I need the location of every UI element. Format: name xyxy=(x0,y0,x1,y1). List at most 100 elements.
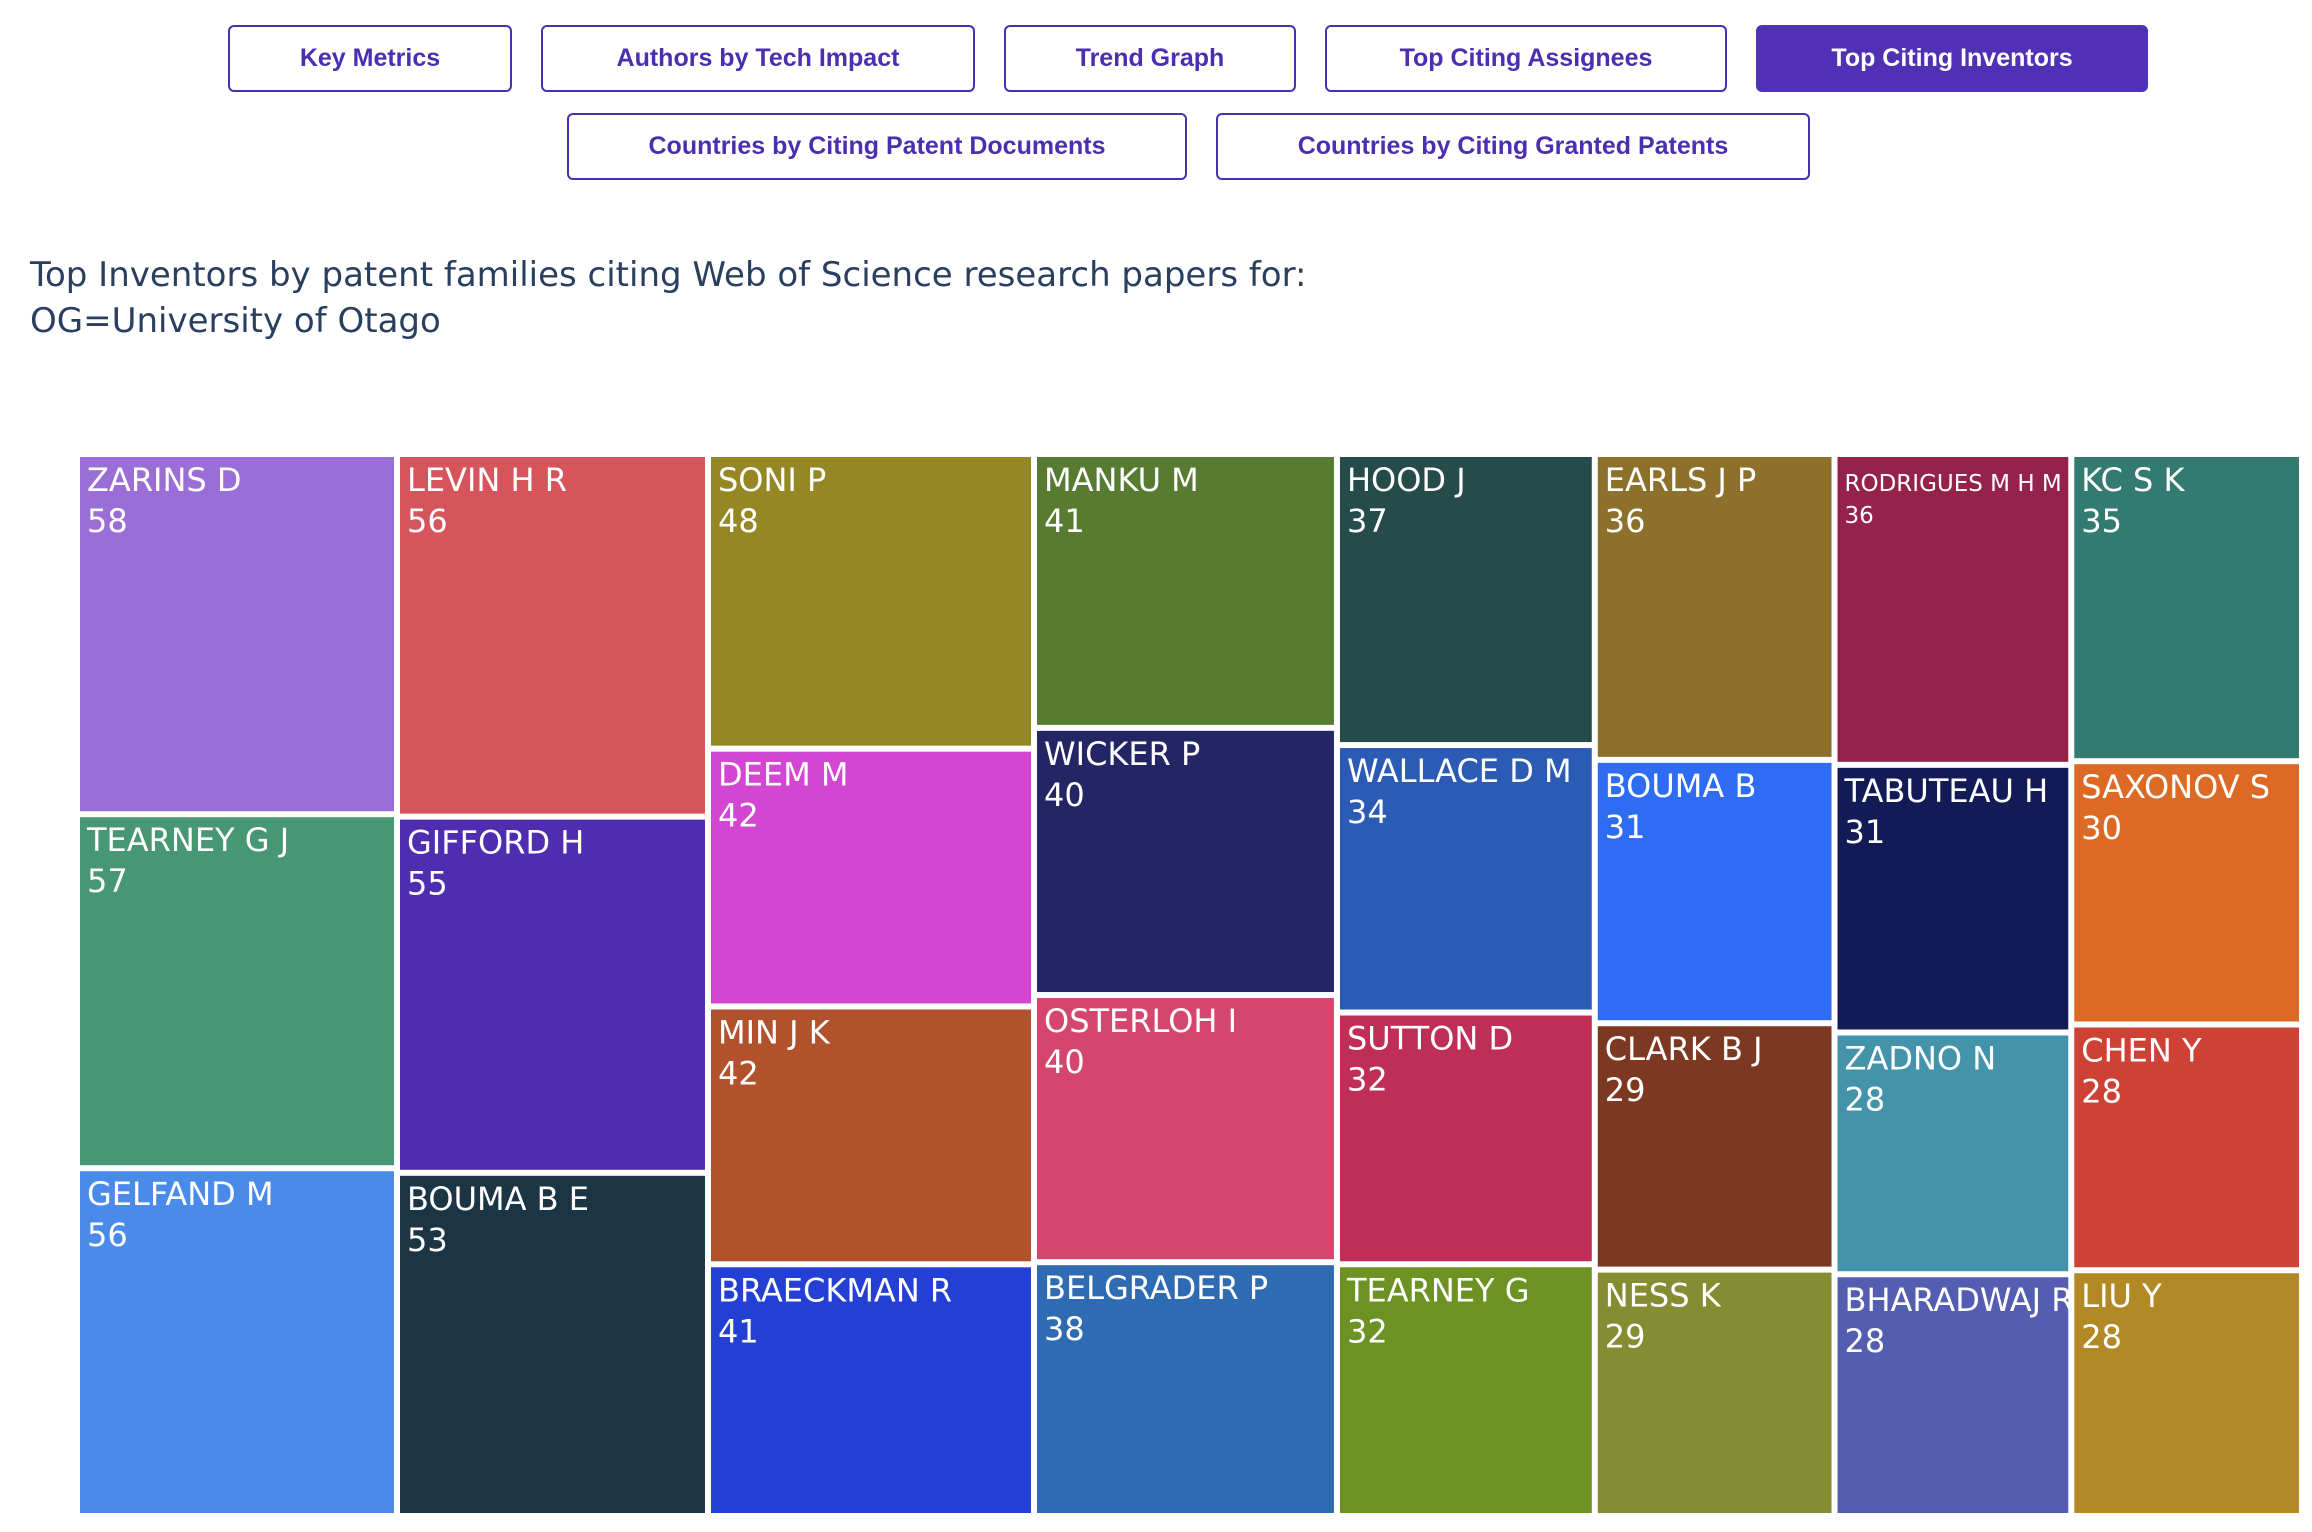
treemap-rect[interactable] xyxy=(400,457,705,814)
treemap-rect[interactable] xyxy=(710,1009,1032,1262)
treemap-cell-tearney-g[interactable]: TEARNEY G32 xyxy=(1339,1267,1592,1513)
treemap-rect[interactable] xyxy=(1037,1265,1334,1513)
treemap-cell-value: 31 xyxy=(1845,813,1886,851)
treemap-cell-wallace-d-m[interactable]: WALLACE D M34 xyxy=(1339,748,1592,1010)
treemap-cell-ness-k[interactable]: NESS K29 xyxy=(1597,1272,1832,1513)
treemap-rect[interactable] xyxy=(710,751,1032,1004)
treemap-cell-label: WALLACE D M xyxy=(1347,752,1572,790)
treemap-cell-value: 56 xyxy=(407,502,448,540)
treemap-rect[interactable] xyxy=(710,1267,1032,1513)
treemap-rect[interactable] xyxy=(1339,1015,1592,1262)
treemap-rect[interactable] xyxy=(1037,457,1334,725)
treemap-rect[interactable] xyxy=(400,819,705,1170)
treemap-cell-deem-m[interactable]: DEEM M42 xyxy=(710,751,1032,1004)
treemap-cell-value: 28 xyxy=(1845,1322,1886,1360)
treemap-rect[interactable] xyxy=(1597,1026,1832,1267)
treemap-cell-value: 55 xyxy=(407,865,448,903)
treemap-cell-kc-s-k[interactable]: KC S K35 xyxy=(2074,457,2299,759)
treemap-cell-soni-p[interactable]: SONI P48 xyxy=(710,457,1032,746)
treemap-rect[interactable] xyxy=(1037,730,1334,993)
treemap-cell-value: 31 xyxy=(1605,808,1646,846)
treemap-cell-gifford-h[interactable]: GIFFORD H55 xyxy=(400,819,705,1170)
treemap-cell-value: 38 xyxy=(1044,1310,1085,1348)
treemap-cell-earls-j-p[interactable]: EARLS J P36 xyxy=(1597,457,1832,757)
treemap-cell-label: WICKER P xyxy=(1044,735,1200,773)
treemap-rect[interactable] xyxy=(80,457,395,812)
treemap-cell-value: 28 xyxy=(2081,1072,2122,1110)
treemap-rect[interactable] xyxy=(1339,748,1592,1010)
treemap-cell-tabuteau-h[interactable]: TABUTEAU H31 xyxy=(1837,767,2069,1030)
treemap-rect[interactable] xyxy=(400,1175,705,1513)
treemap-rect[interactable] xyxy=(1837,457,2069,762)
treemap-cell-hood-j[interactable]: HOOD J37 xyxy=(1339,457,1592,743)
treemap-cell-label: TABUTEAU H xyxy=(1844,772,2049,810)
treemap-cell-sutton-d[interactable]: SUTTON D32 xyxy=(1339,1015,1592,1262)
tab-authors-by-tech-impact[interactable]: Authors by Tech Impact xyxy=(541,25,975,92)
treemap-cell-label: OSTERLOH I xyxy=(1044,1002,1237,1040)
treemap-cell-label: EARLS J P xyxy=(1605,461,1757,499)
treemap-cell-label: GIFFORD H xyxy=(407,824,584,862)
treemap-cell-chen-y[interactable]: CHEN Y28 xyxy=(2074,1027,2299,1268)
treemap-cell-label: KC S K xyxy=(2081,461,2185,499)
treemap-cell-value: 56 xyxy=(87,1216,128,1254)
treemap-rect[interactable] xyxy=(1339,1267,1592,1513)
treemap-cell-zadno-n[interactable]: ZADNO N28 xyxy=(1837,1035,2069,1272)
treemap-cell-label: BOUMA B xyxy=(1605,767,1757,805)
treemap-cell-saxonov-s[interactable]: SAXONOV S30 xyxy=(2074,764,2299,1022)
tab-key-metrics[interactable]: Key Metrics xyxy=(228,25,512,92)
treemap-cell-value: 58 xyxy=(87,502,128,540)
treemap-rect[interactable] xyxy=(1597,762,1832,1021)
treemap-cell-wicker-p[interactable]: WICKER P40 xyxy=(1037,730,1334,993)
treemap-cell-label: SAXONOV S xyxy=(2081,768,2270,806)
treemap-cell-bouma-b[interactable]: BOUMA B31 xyxy=(1597,762,1832,1021)
tab-trend-graph[interactable]: Trend Graph xyxy=(1004,25,1296,92)
treemap-cell-manku-m[interactable]: MANKU M41 xyxy=(1037,457,1334,725)
treemap-cell-braeckman-r[interactable]: BRAECKMAN R41 xyxy=(710,1267,1032,1513)
treemap-cell-osterloh-i[interactable]: OSTERLOH I40 xyxy=(1037,998,1334,1260)
treemap-cell-label: MIN J K xyxy=(718,1013,831,1051)
treemap-cell-rodrigues-m-h-m[interactable]: RODRIGUES M H M 36 xyxy=(1837,457,2069,762)
treemap-cell-label: ZARINS D xyxy=(87,461,242,499)
treemap-cell-tearney-g-j[interactable]: TEARNEY G J57 xyxy=(80,817,395,1166)
treemap-rect[interactable] xyxy=(1037,998,1334,1260)
treemap-cell-levin-h-r[interactable]: LEVIN H R56 xyxy=(400,457,705,814)
treemap-rect[interactable] xyxy=(1339,457,1592,743)
treemap-cell-liu-y[interactable]: LIU Y28 xyxy=(2074,1273,2299,1513)
chart-title: Top Inventors by patent families citing … xyxy=(30,255,1307,341)
treemap-cell-clark-b-j[interactable]: CLARK B J29 xyxy=(1597,1026,1832,1267)
treemap-rect[interactable] xyxy=(1837,1035,2069,1272)
treemap-cell-value: 32 xyxy=(1347,1061,1388,1099)
tab-top-citing-inventors[interactable]: Top Citing Inventors xyxy=(1756,25,2148,92)
treemap-cell-label: TEARNEY G J xyxy=(86,821,289,859)
treemap-cell-zarins-d[interactable]: ZARINS D58 xyxy=(80,457,395,812)
treemap-cell-value: 53 xyxy=(407,1221,448,1259)
treemap-cell-belgrader-p[interactable]: BELGRADER P38 xyxy=(1037,1265,1334,1513)
treemap-rect[interactable] xyxy=(1837,767,2069,1030)
treemap-cell-value: 41 xyxy=(718,1312,759,1350)
treemap-rect[interactable] xyxy=(2074,764,2299,1022)
treemap-cell-value: 29 xyxy=(1605,1318,1646,1356)
treemap-rect[interactable] xyxy=(2074,457,2299,759)
tab-countries-by-citing-patent-documents[interactable]: Countries by Citing Patent Documents xyxy=(567,113,1187,180)
treemap-cell-label: TEARNEY G xyxy=(1346,1271,1530,1309)
treemap-cell-gelfand-m[interactable]: GELFAND M56 xyxy=(80,1171,395,1513)
treemap-rect[interactable] xyxy=(80,1171,395,1513)
treemap-rect[interactable] xyxy=(2074,1273,2299,1513)
tab-top-citing-assignees[interactable]: Top Citing Assignees xyxy=(1325,25,1727,92)
treemap-cell-value: 32 xyxy=(1347,1312,1388,1350)
treemap-cell-label: CHEN Y xyxy=(2081,1031,2202,1069)
treemap-cell-label: ZADNO N xyxy=(1845,1039,1997,1077)
treemap-rect[interactable] xyxy=(80,817,395,1166)
treemap-rect[interactable] xyxy=(1837,1277,2069,1513)
tab-countries-by-citing-granted-patents[interactable]: Countries by Citing Granted Patents xyxy=(1216,113,1810,180)
treemap-cell-bharadwaj-r[interactable]: BHARADWAJ R28 xyxy=(1837,1277,2074,1513)
treemap-cell-label: BOUMA B E xyxy=(407,1180,589,1218)
treemap-rect[interactable] xyxy=(710,457,1032,746)
treemap-cell-min-j-k[interactable]: MIN J K42 xyxy=(710,1009,1032,1262)
treemap-rect[interactable] xyxy=(1597,457,1832,757)
treemap-cell-bouma-b-e[interactable]: BOUMA B E53 xyxy=(400,1175,705,1513)
treemap-cell-value: 57 xyxy=(87,862,128,900)
treemap-rect[interactable] xyxy=(1597,1272,1832,1513)
treemap-cell-value: 36 xyxy=(1605,502,1646,540)
treemap-rect[interactable] xyxy=(2074,1027,2299,1268)
